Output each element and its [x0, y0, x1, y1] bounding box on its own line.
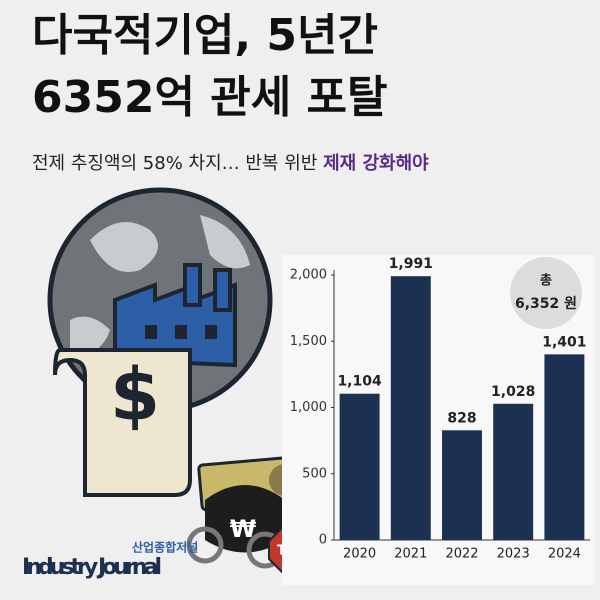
x-tick-label: 2024 [548, 547, 581, 562]
value-label: 828 [447, 410, 476, 426]
x-tick-label: 2021 [394, 547, 427, 562]
subtitle-text: 전제 추징액의 58% 차지… 반복 위반 [32, 153, 317, 174]
subtitle: 전제 추징액의 58% 차지… 반복 위반 제재 강화해야 [32, 153, 429, 174]
value-label: 1,991 [389, 256, 433, 272]
bar [493, 403, 534, 540]
y-tick-label: 2,000 [290, 268, 327, 283]
x-tick-label: 2022 [445, 547, 478, 562]
logo-korean: 산업종합저널 [132, 540, 198, 555]
y-tick-label: 1,000 [290, 400, 327, 415]
title-line: 6352억 관세 포탈 [32, 72, 388, 123]
value-label: 1,104 [337, 374, 382, 390]
value-label: 1,028 [491, 384, 535, 400]
x-tick-label: 2023 [497, 547, 530, 562]
y-tick-label: 500 [302, 466, 327, 481]
logo-english: Industry Journal [22, 555, 162, 580]
y-tick-label: 0 [319, 533, 327, 548]
total-value: 6,352 원 [515, 296, 577, 312]
subtitle-highlight: 제재 강화해야 [323, 153, 429, 174]
value-label: 1,401 [542, 334, 586, 350]
total-label: 총 [540, 273, 552, 289]
bar [339, 393, 380, 540]
svg-text:$: $ [110, 353, 160, 437]
y-tick-label: 1,500 [290, 334, 327, 349]
total-badge [510, 257, 582, 329]
bar [390, 276, 431, 540]
bar [442, 430, 482, 540]
x-tick-label: 2020 [343, 547, 376, 562]
bar [544, 354, 585, 540]
title-line: 다국적기업, 5년간 [32, 10, 378, 61]
